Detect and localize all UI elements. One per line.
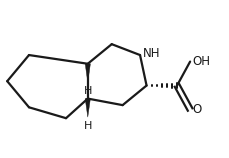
Polygon shape: [85, 99, 90, 117]
Text: NH: NH: [143, 47, 160, 61]
Text: O: O: [192, 103, 201, 116]
Text: OH: OH: [192, 55, 210, 68]
Text: H: H: [83, 86, 92, 96]
Polygon shape: [85, 64, 90, 82]
Text: H: H: [83, 121, 92, 131]
